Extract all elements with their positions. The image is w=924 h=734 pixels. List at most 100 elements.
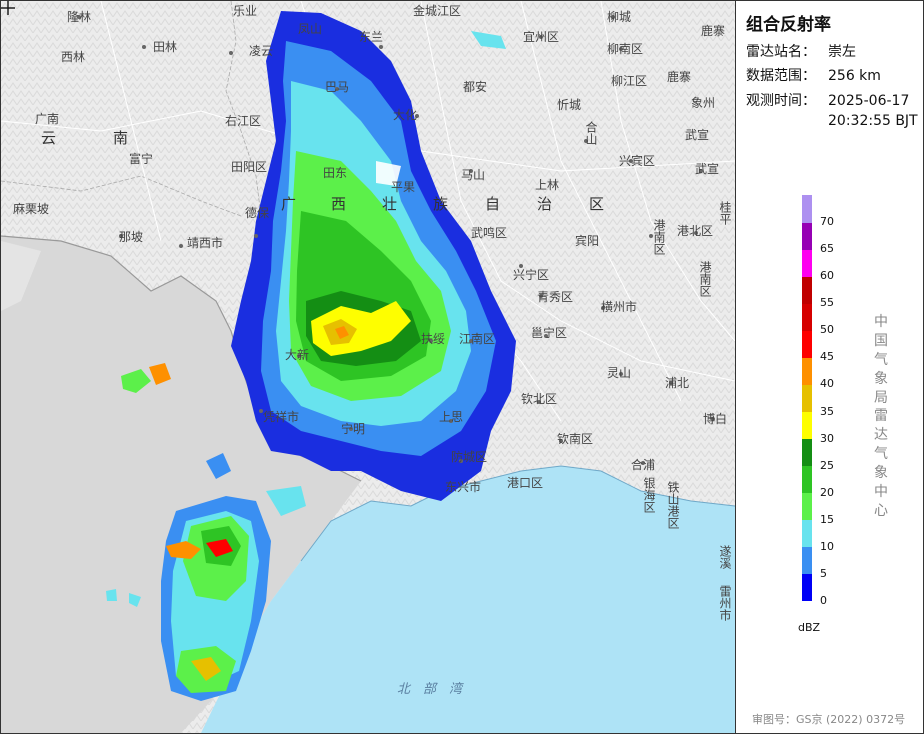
map-label: 防城区 (451, 450, 488, 464)
map-label: 西林 (61, 50, 86, 64)
map-label: 金城江区 (413, 4, 462, 18)
map-label: 巴马 (325, 80, 350, 94)
range-row: 数据范围： 256 km (746, 67, 881, 86)
map-label: 田东 (323, 166, 348, 180)
scale-tick-label: 0 (820, 594, 827, 607)
scale-segment (802, 330, 812, 358)
scale-tick-label: 5 (820, 566, 827, 580)
map-label: 浦北 (665, 376, 690, 390)
map-label: 靖西市 (187, 236, 224, 250)
approval-number: 审图号：GS京 (2022) 0372号 (752, 713, 906, 726)
scale-segment (802, 222, 812, 250)
map-label: 隆林 (67, 10, 92, 24)
map-label: 兴宾区 (619, 154, 656, 168)
map-label: 邕宁区 (531, 326, 568, 340)
map-label: 扶绥 (421, 332, 446, 346)
scale-tick-label: 60 (820, 269, 834, 283)
map-label: 灵山 (607, 366, 632, 380)
map-label: 柳江区 (611, 74, 648, 88)
map-label: 横州市 (601, 300, 638, 314)
scale-tick-label: 55 (820, 296, 834, 310)
map-label: 南 (113, 129, 129, 147)
map-label: 合浦 (631, 458, 656, 472)
map-label: 广南 (35, 112, 60, 126)
map-label: 西 (331, 195, 347, 213)
map-label: 武宣 (685, 128, 710, 142)
map-label: 凤山 (298, 22, 323, 36)
scale-segment (802, 303, 812, 331)
product-title: 组合反射率 (746, 15, 831, 35)
map-label: 云 (41, 129, 57, 147)
map-label: 象州 (691, 96, 716, 110)
scale-segment (802, 357, 812, 385)
map-label: 上思 (439, 410, 464, 424)
city-markers (77, 15, 715, 465)
radar-map[interactable]: 隆林 乐业 金城江区 柳城 鹿寨 西林 田林 凌云 凤山 东兰 宜州区 柳南区 … (1, 1, 736, 733)
map-label: 德保 (245, 206, 270, 220)
map-label: 钦北区 (521, 392, 558, 406)
map-label: 大化 (393, 108, 418, 122)
scale-tick-label: 35 (820, 404, 834, 418)
range-value: 256 km (828, 68, 881, 84)
map-label: 兴宁区 (513, 268, 550, 282)
scale-tick-label: 10 (820, 539, 834, 553)
map-label: 宁明 (341, 422, 366, 436)
scale-tick-label: 70 (820, 215, 834, 229)
map-label: 港南区 (698, 261, 712, 297)
station-label: 雷达站名： (746, 44, 816, 60)
map-label: 港北区 (677, 224, 714, 238)
map-label: 田阳区 (231, 160, 268, 174)
map-label: 大新 (285, 348, 310, 362)
scale-segment (802, 546, 812, 575)
scale-tick-label: 40 (820, 377, 834, 391)
map-label: 东兴市 (445, 480, 482, 494)
vietnam-area (1, 236, 361, 733)
map-label: 平果 (391, 180, 416, 194)
scale-segment (802, 438, 812, 467)
map-label: 治 (537, 195, 553, 213)
map-label: 忻城 (557, 98, 582, 112)
scale-unit: dBZ (798, 621, 821, 634)
map-label: 区 (589, 195, 605, 213)
scale-tick-label: 50 (820, 323, 834, 337)
map-label: 鹿寨 (667, 70, 692, 84)
scale-tick-label: 45 (820, 350, 834, 364)
map-label: 武宣 (695, 162, 720, 176)
map-label: 凭祥市 (263, 410, 300, 424)
map-label: 田林 (153, 40, 178, 54)
map-label: 乐业 (233, 4, 258, 18)
map-label: 青秀区 (537, 290, 574, 304)
map-label: 雷州市 (718, 585, 732, 621)
map-label: 钦南区 (557, 432, 594, 446)
station-row: 雷达站名： 崇左 (746, 43, 856, 62)
radar-site-marker (1, 1, 15, 15)
map-label: 港南区 (652, 219, 666, 255)
map-label: 武鸣区 (471, 226, 508, 240)
province-border (225, 1, 262, 217)
scale-segment (802, 249, 812, 277)
map-label: 富宁 (129, 152, 154, 166)
range-label: 数据范围： (746, 68, 816, 84)
source-label: 中国气象局雷达气象中心 (874, 314, 888, 519)
scale-segment (802, 411, 812, 440)
map-label: 族 (433, 195, 449, 213)
scale-segment (802, 384, 812, 413)
scale-segment (802, 276, 812, 304)
map-label: 港口区 (507, 476, 544, 490)
scale-segment (802, 519, 812, 548)
coastline (300, 465, 735, 562)
map-label: 广 (281, 195, 297, 213)
map-label: 铁山港区 (666, 481, 680, 529)
map-label: 右江区 (225, 114, 262, 128)
map-label: 都安 (463, 80, 488, 94)
map-label: 自 (485, 195, 501, 213)
color-scale (802, 195, 812, 602)
map-label: 那坡 (119, 230, 144, 244)
scale-tick-label: 30 (820, 431, 834, 445)
map-canvas (1, 1, 735, 733)
map-label: 麻栗坡 (13, 202, 50, 216)
map-label: 壮 (382, 195, 398, 213)
scale-segment (802, 492, 812, 521)
map-label: 江南区 (459, 332, 496, 346)
vietnam-shade (1, 241, 41, 311)
